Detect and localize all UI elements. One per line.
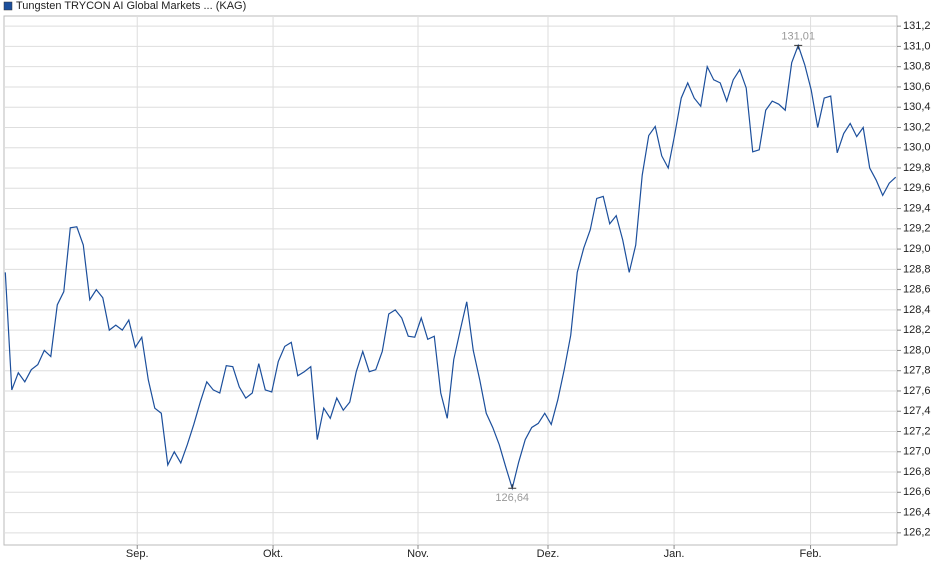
y-tick-label: 127,2	[903, 425, 931, 437]
y-tick-label: 127,0	[903, 446, 931, 458]
y-tick-label: 129,4	[903, 202, 931, 214]
x-tick-label: Nov.	[407, 548, 429, 560]
line-series	[4, 43, 897, 491]
y-tick-label: 128,2	[903, 324, 931, 336]
y-tick-label: 131,0	[903, 40, 931, 52]
y-tick-label: 129,0	[903, 243, 931, 255]
x-tick-label: Okt.	[263, 548, 283, 560]
y-tick-label: 130,8	[903, 61, 931, 73]
y-tick-label: 131,2	[903, 20, 931, 32]
y-tick-label: 127,8	[903, 365, 931, 377]
y-tick-label: 130,2	[903, 121, 931, 133]
legend-swatch	[3, 1, 13, 11]
y-tick-label: 129,2	[903, 223, 931, 235]
y-tick-label: 126,4	[903, 506, 931, 518]
y-tick-label: 126,6	[903, 486, 931, 498]
x-tick-label: Dez.	[537, 548, 560, 560]
y-tick-label: 128,4	[903, 304, 931, 316]
plot-frame	[3, 15, 898, 546]
y-tick-label: 126,8	[903, 466, 931, 478]
x-tick-label: Sep.	[126, 548, 149, 560]
y-tick-label: 130,0	[903, 142, 931, 154]
annotation-label: 126,64	[495, 492, 529, 504]
y-tick-label: 130,4	[903, 101, 931, 113]
legend-label: Tungsten TRYCON AI Global Markets ... (K…	[16, 0, 246, 12]
y-tick-label: 128,6	[903, 284, 931, 296]
x-tick-label: Jan.	[664, 548, 685, 560]
y-tick-label: 127,4	[903, 405, 931, 417]
y-tick-label: 128,8	[903, 263, 931, 275]
x-tick-label: Feb.	[800, 548, 822, 560]
y-tick-label: 129,6	[903, 182, 931, 194]
y-tick-label: 129,8	[903, 162, 931, 174]
y-tick-label: 127,6	[903, 385, 931, 397]
y-tick-label: 130,6	[903, 81, 931, 93]
annotation-label: 131,01	[781, 30, 815, 42]
y-tick-label: 128,0	[903, 344, 931, 356]
y-tick-label: 126,2	[903, 527, 931, 539]
